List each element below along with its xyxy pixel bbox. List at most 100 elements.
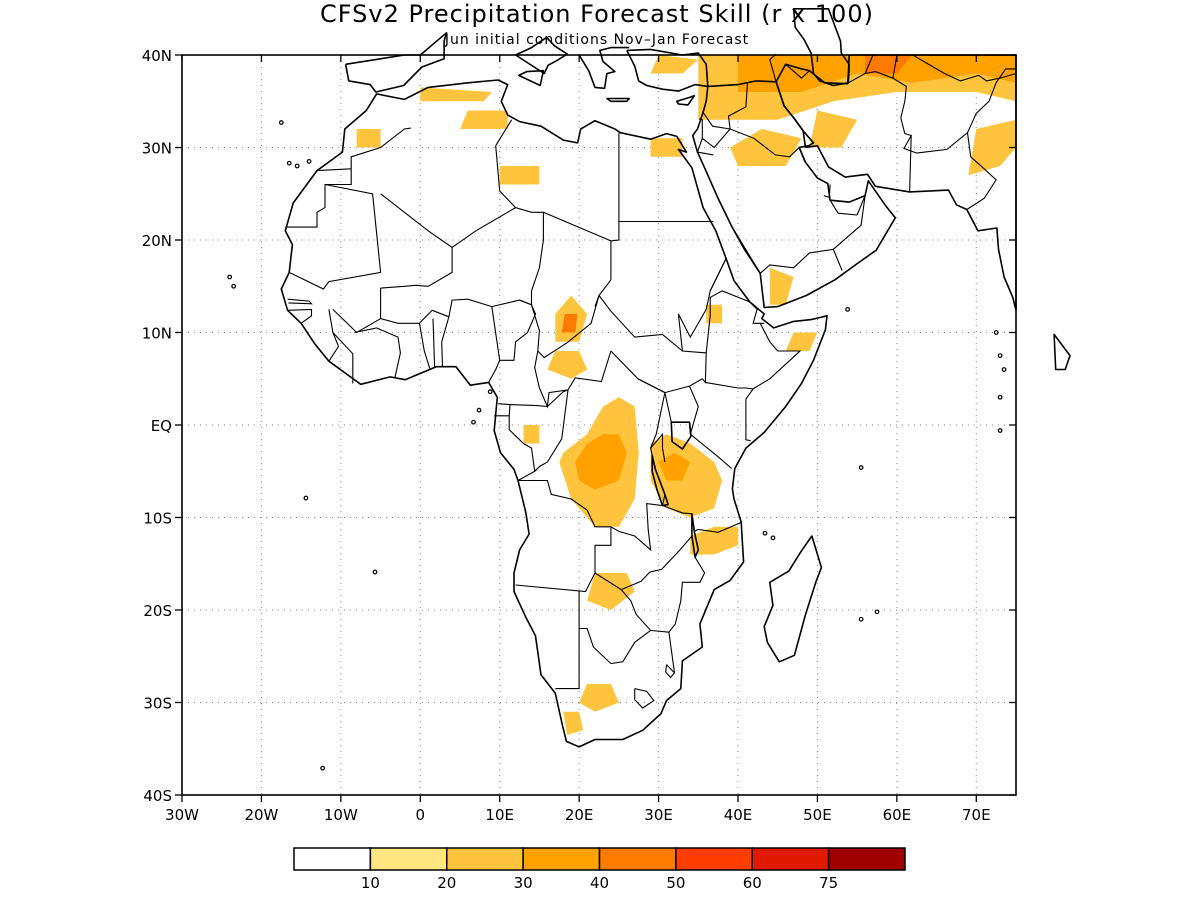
y-tick-label: 10N xyxy=(142,325,172,343)
country-border xyxy=(759,248,843,274)
x-tick-label: 10E xyxy=(485,806,514,824)
x-tick-label: 30W xyxy=(165,806,199,824)
country-border xyxy=(694,521,743,533)
island-outline xyxy=(997,428,1003,433)
country-border xyxy=(288,183,382,290)
colorbar-label: 60 xyxy=(743,874,762,892)
island-outline xyxy=(303,495,309,501)
country-border xyxy=(332,193,453,334)
x-tick-label: 0 xyxy=(416,806,426,824)
y-tick-label: 40N xyxy=(142,47,172,65)
country-border xyxy=(705,381,755,442)
x-tick-label: 70E xyxy=(962,806,991,824)
island-outline xyxy=(858,616,864,622)
skill-patch xyxy=(579,684,619,712)
country-border xyxy=(785,63,810,79)
island-outline xyxy=(997,394,1003,400)
colorbar-label: 40 xyxy=(590,874,609,892)
country-border xyxy=(832,195,866,250)
colorbar-swatch xyxy=(446,847,524,871)
country-border xyxy=(555,591,580,690)
country-border xyxy=(634,688,655,709)
country-border xyxy=(328,309,340,362)
island-outline xyxy=(762,530,768,536)
country-border xyxy=(701,128,731,149)
coastlines-and-borders xyxy=(227,8,1071,771)
country-border xyxy=(488,360,501,383)
country-border xyxy=(509,404,548,408)
skill-patch xyxy=(460,110,508,129)
island-outline xyxy=(372,569,378,575)
island-coastline xyxy=(1053,333,1071,371)
island-outline xyxy=(471,419,476,425)
country-border xyxy=(769,53,777,82)
colorbar-swatch xyxy=(675,847,753,871)
map-subtitle: Jun initial conditions Nov–Jan Forecast xyxy=(444,32,749,48)
skill-patch xyxy=(658,452,691,481)
x-tick-label: 10W xyxy=(324,806,358,824)
arabia-coastline xyxy=(691,80,897,309)
country-border xyxy=(668,557,706,673)
country-border xyxy=(594,132,620,307)
island-outline xyxy=(993,330,999,335)
country-border xyxy=(729,128,806,162)
country-border xyxy=(598,295,683,352)
island-outline xyxy=(278,120,284,125)
skill-patch xyxy=(968,119,1016,176)
colorbar-swatch xyxy=(369,847,448,871)
cyprus-coastline xyxy=(675,94,696,106)
x-tick-label: 20E xyxy=(565,806,594,824)
country-border xyxy=(579,627,651,665)
country-border xyxy=(418,323,431,369)
country-border xyxy=(665,664,676,679)
country-border xyxy=(495,145,516,208)
skill-patch xyxy=(563,711,584,735)
colorbar-label: 20 xyxy=(437,874,456,892)
country-border xyxy=(547,389,569,407)
country-border xyxy=(650,432,666,463)
lake-outline xyxy=(670,421,692,450)
x-tick-label: 30E xyxy=(644,806,673,824)
country-border xyxy=(287,308,313,324)
colorbar: 10 20 30 40 50 60 75 xyxy=(293,847,906,892)
colorbar-label: 75 xyxy=(819,874,838,892)
colorbar-label: 50 xyxy=(666,874,685,892)
country-border xyxy=(285,168,352,228)
country-border xyxy=(491,304,537,361)
skill-patch xyxy=(523,425,540,444)
y-tick-label: 30S xyxy=(143,695,172,713)
country-border xyxy=(697,151,714,156)
colorbar-label: 30 xyxy=(514,874,533,892)
country-border xyxy=(515,479,612,593)
lake-outline xyxy=(691,512,700,559)
skill-patch xyxy=(650,434,723,518)
colorbar-swatch xyxy=(827,847,906,871)
skill-patch xyxy=(809,110,858,148)
sicily-coastline xyxy=(517,69,545,87)
skill-patch xyxy=(785,332,818,351)
country-border xyxy=(530,295,600,359)
country-border xyxy=(354,327,401,378)
madagascar-coastline xyxy=(763,535,823,663)
map-title: CFSv2 Precipitation Forecast Skill (r x … xyxy=(320,0,874,28)
country-border xyxy=(731,225,761,274)
y-tick-label: 30N xyxy=(142,140,172,158)
country-border xyxy=(620,589,669,633)
country-border xyxy=(543,211,612,242)
country-border xyxy=(864,54,874,74)
x-tick-label: 60E xyxy=(883,806,912,824)
x-tick-label: 40E xyxy=(724,806,753,824)
island-outline xyxy=(1001,367,1007,372)
island-outline xyxy=(306,158,312,164)
country-border xyxy=(332,332,354,384)
country-border xyxy=(752,323,802,390)
crete-coastline xyxy=(606,97,631,103)
gridlines xyxy=(182,55,1016,795)
island-outline xyxy=(874,609,880,615)
island-outline xyxy=(845,306,851,312)
island-outline xyxy=(320,765,325,771)
country-border xyxy=(709,258,727,292)
country-border xyxy=(702,82,749,130)
country-border xyxy=(350,127,411,169)
colorbar-label: 10 xyxy=(361,874,380,892)
